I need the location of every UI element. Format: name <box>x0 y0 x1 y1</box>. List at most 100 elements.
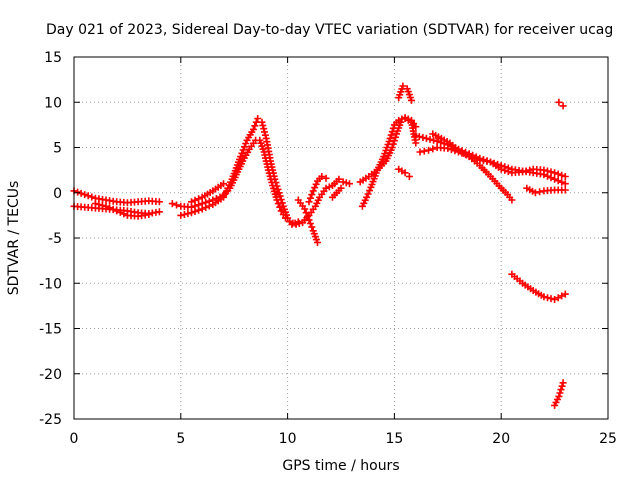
data-point <box>109 205 117 213</box>
x-tick-label: 20 <box>492 431 510 447</box>
series-track-t <box>508 270 569 303</box>
data-point <box>422 134 430 142</box>
data-point <box>405 173 413 180</box>
series-track-r <box>523 184 569 197</box>
y-tick-label: 15 <box>44 50 62 66</box>
data-point <box>555 98 563 106</box>
series-track-a <box>70 187 163 207</box>
series-track-l <box>358 114 420 210</box>
data-point <box>387 131 395 139</box>
data-point <box>322 184 330 192</box>
y-axis-label: SDTVAR / TECUs <box>6 181 22 296</box>
data-point <box>364 190 372 198</box>
data-point <box>311 184 319 192</box>
data-point <box>522 167 530 175</box>
data-point <box>74 188 82 196</box>
data-point <box>501 166 509 174</box>
data-point <box>195 195 203 203</box>
y-tick-label: -20 <box>39 367 62 383</box>
y-tick-label: -15 <box>39 322 62 338</box>
series-track-s <box>555 98 567 110</box>
data-point <box>526 166 534 174</box>
data-point <box>106 204 114 212</box>
data-point <box>399 82 407 90</box>
series-track-f <box>188 180 227 206</box>
data-point <box>184 210 192 218</box>
data-point <box>561 180 569 188</box>
data-point <box>558 382 566 390</box>
data-point <box>261 128 268 136</box>
data-point <box>102 202 110 210</box>
data-point <box>237 153 245 161</box>
data-point <box>305 198 313 206</box>
data-point <box>274 185 282 193</box>
data-point <box>401 169 409 177</box>
data-point <box>308 191 316 199</box>
data-point <box>386 134 394 142</box>
data-point <box>420 147 428 155</box>
data-point <box>554 170 562 178</box>
x-tick-label: 10 <box>279 431 297 447</box>
y-tick-label: -25 <box>39 412 62 428</box>
series-track-d <box>168 136 336 228</box>
data-point <box>337 184 345 192</box>
data-point <box>288 220 296 228</box>
data-point <box>241 143 248 151</box>
data-point <box>249 125 257 133</box>
series-track-g <box>294 196 321 246</box>
data-point <box>401 114 409 122</box>
data-point <box>294 218 302 226</box>
data-point <box>547 295 555 303</box>
data-point <box>120 210 128 218</box>
data-point <box>276 192 284 200</box>
data-point <box>273 182 281 190</box>
data-point <box>188 198 195 206</box>
data-point <box>392 133 399 141</box>
data-point <box>558 178 566 186</box>
series-track-m <box>395 82 415 104</box>
y-tick-label: 10 <box>44 95 62 111</box>
data-point <box>173 201 180 209</box>
y-tick-label: -5 <box>48 231 62 247</box>
data-point <box>242 140 250 147</box>
data-point <box>559 102 567 110</box>
data-point <box>88 193 96 201</box>
data-point <box>155 208 163 216</box>
data-point <box>272 179 280 187</box>
data-point <box>430 136 438 144</box>
data-point <box>302 209 310 217</box>
data-point <box>346 180 353 188</box>
data-point <box>415 133 423 141</box>
data-point <box>84 192 92 200</box>
data-point <box>180 211 188 218</box>
data-point <box>261 131 269 139</box>
data-point <box>276 203 284 211</box>
data-point <box>99 201 106 209</box>
data-point <box>251 122 259 130</box>
data-point <box>388 128 396 136</box>
data-point <box>531 189 539 197</box>
chart-title: Day 021 of 2023, Sidereal Day-to-day VTE… <box>46 22 613 38</box>
data-point <box>429 145 437 153</box>
data-point <box>342 179 350 187</box>
data-point <box>554 177 562 185</box>
data-point <box>275 189 283 197</box>
data-point <box>308 223 316 231</box>
data-point <box>77 189 85 197</box>
data-point <box>426 135 434 143</box>
x-axis-label: GPS time / hours <box>282 458 399 474</box>
data-point <box>519 168 527 176</box>
data-point <box>425 146 433 154</box>
data-point <box>91 200 99 208</box>
data-point <box>254 115 262 122</box>
series-track-n <box>395 165 413 180</box>
data-point <box>398 115 406 123</box>
data-point <box>556 389 564 397</box>
y-tick-label: 5 <box>53 141 62 157</box>
data-point <box>555 392 563 400</box>
data-point <box>301 205 309 213</box>
data-point <box>389 124 397 132</box>
data-point <box>312 180 320 188</box>
data-point <box>508 196 516 204</box>
